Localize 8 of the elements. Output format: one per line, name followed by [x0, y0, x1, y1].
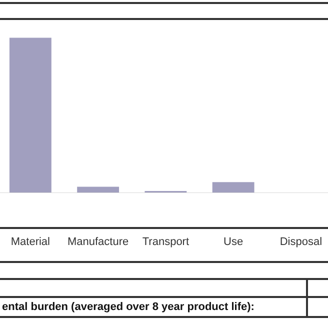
- x-tick-label: Transport: [142, 236, 190, 248]
- x-tick-label: Disposal: [280, 236, 322, 248]
- x-tick-label: Use: [224, 236, 244, 248]
- x-tick-label: Manufacture: [67, 236, 129, 248]
- x-tick-label: Material: [10, 236, 50, 248]
- bar: [212, 182, 254, 193]
- text: ental burden (averaged over 8 year product life):: [2, 301, 254, 313]
- bar: [9, 38, 52, 193]
